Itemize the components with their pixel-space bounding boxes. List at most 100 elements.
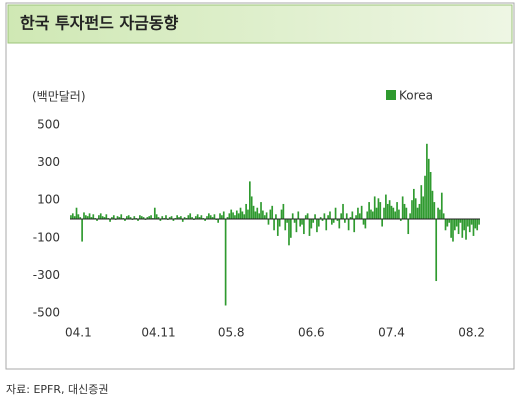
bar	[228, 213, 231, 219]
bar	[459, 219, 462, 223]
bar	[383, 207, 385, 219]
bar	[178, 217, 180, 219]
bar	[465, 219, 467, 240]
bar	[129, 217, 132, 219]
bar	[474, 219, 477, 229]
y-tick-label: -100	[33, 230, 60, 244]
bar	[331, 219, 333, 225]
bar	[468, 219, 471, 233]
bar	[200, 215, 203, 219]
bar	[120, 214, 123, 219]
bar	[327, 215, 329, 219]
bar	[373, 196, 376, 219]
x-tick-label: 07.4	[378, 326, 405, 340]
bar	[301, 219, 303, 225]
bar	[217, 219, 219, 223]
bar	[98, 215, 100, 219]
bar	[194, 216, 197, 219]
bar	[234, 215, 236, 219]
bar	[226, 217, 229, 219]
bar	[303, 219, 305, 235]
bar	[170, 216, 173, 219]
bar	[196, 214, 199, 219]
bar	[124, 219, 126, 221]
bar	[290, 219, 292, 238]
bar	[316, 219, 318, 233]
bar	[450, 219, 452, 238]
x-tick-label: 06.6	[298, 326, 325, 340]
bar	[457, 219, 460, 235]
bar	[79, 217, 82, 219]
bar	[278, 219, 281, 227]
x-tick-label: 04.11	[141, 326, 175, 340]
bar	[321, 219, 324, 221]
bar	[325, 219, 328, 231]
bar	[75, 207, 78, 219]
bar	[116, 216, 119, 219]
bar	[245, 203, 247, 219]
bar	[288, 219, 290, 246]
bar	[377, 198, 380, 219]
bar	[420, 185, 423, 219]
bar	[142, 217, 145, 219]
bar	[126, 216, 128, 219]
bar	[275, 214, 277, 219]
bar	[375, 207, 378, 219]
bar	[427, 158, 430, 219]
bar	[172, 219, 175, 221]
bar	[92, 214, 95, 219]
bar	[472, 219, 475, 236]
bar	[358, 213, 361, 219]
bar	[446, 219, 449, 227]
bar	[271, 205, 274, 219]
bar	[304, 215, 307, 219]
bar	[267, 219, 270, 225]
bar	[187, 215, 190, 219]
bar	[437, 207, 439, 219]
bar	[208, 213, 210, 219]
bar	[139, 215, 141, 219]
bar	[148, 216, 151, 219]
bar	[323, 213, 326, 219]
bar	[396, 202, 398, 219]
bar	[463, 219, 465, 231]
y-tick-label: 300	[37, 155, 60, 169]
bar	[368, 202, 370, 219]
bar	[394, 211, 397, 219]
bar	[254, 211, 257, 219]
bar	[403, 203, 406, 219]
bar	[241, 211, 244, 219]
bar	[165, 215, 167, 219]
bar	[308, 219, 311, 236]
bar	[344, 219, 346, 223]
bar	[235, 210, 238, 219]
bar	[379, 202, 382, 219]
bar	[181, 219, 184, 222]
bar	[232, 212, 234, 219]
bar	[349, 217, 352, 219]
bar	[398, 209, 400, 219]
source: 자료: EPFR, 대신증권	[6, 383, 108, 396]
bar	[137, 219, 139, 221]
bar	[150, 215, 152, 219]
bar	[86, 216, 89, 219]
bar	[282, 203, 285, 219]
bar	[370, 209, 372, 219]
bar	[314, 214, 316, 219]
bar	[239, 207, 242, 219]
bar	[431, 190, 434, 219]
bar	[336, 219, 339, 221]
legend-swatch	[386, 90, 396, 100]
bar	[310, 219, 313, 229]
bar	[204, 219, 206, 221]
bar	[262, 210, 264, 219]
bar	[414, 198, 417, 219]
bar	[385, 194, 387, 219]
bar	[388, 200, 391, 219]
bar	[312, 219, 315, 223]
bar	[77, 214, 80, 219]
bar	[319, 217, 322, 219]
bar	[157, 217, 160, 219]
bar	[317, 219, 320, 227]
